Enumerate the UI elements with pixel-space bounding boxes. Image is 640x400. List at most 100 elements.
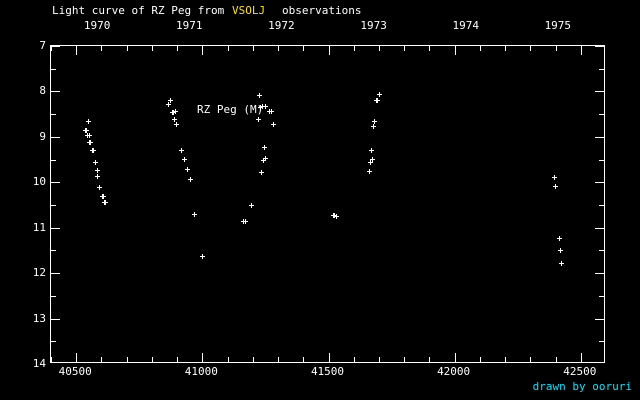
data-point (192, 212, 198, 218)
data-point (268, 108, 274, 114)
year-axis-labels: 1970 1971 1972 1973 1974 1975 (0, 20, 640, 34)
axis-tick (278, 46, 279, 51)
data-point (551, 174, 557, 180)
data-point (242, 219, 248, 225)
axis-tick (127, 46, 128, 51)
axis-tick (228, 357, 229, 362)
axis-tick (379, 357, 380, 362)
y-axis-label: 8 (39, 84, 46, 98)
axis-tick (595, 182, 604, 183)
axis-tick (429, 46, 430, 51)
year-label: 1974 (452, 19, 479, 32)
data-point (367, 160, 373, 166)
axis-tick (599, 250, 604, 251)
y-axis-labels: 7 8 9 10 11 12 13 14 (0, 40, 46, 369)
data-point (260, 103, 266, 109)
axis-tick (505, 46, 506, 51)
series-label: RZ Peg (M) (197, 103, 264, 116)
data-point (199, 253, 205, 259)
axis-tick (51, 46, 52, 51)
axis-tick (253, 357, 254, 362)
data-point (557, 247, 563, 253)
data-point (84, 127, 90, 133)
data-point (187, 177, 193, 183)
axis-tick (429, 357, 430, 362)
axis-tick (51, 182, 60, 183)
data-point (92, 159, 98, 165)
data-point (249, 203, 255, 208)
axis-tick (595, 91, 604, 92)
data-point (182, 156, 188, 162)
data-point (184, 166, 190, 172)
data-point (103, 199, 109, 205)
axis-tick (202, 46, 203, 55)
axis-tick (51, 46, 60, 47)
data-point (556, 235, 562, 241)
axis-tick (595, 319, 604, 320)
data-point (559, 261, 565, 267)
data-point (332, 212, 338, 218)
axis-tick (480, 357, 481, 362)
axis-tick (177, 46, 178, 51)
data-point (260, 158, 266, 164)
data-point (172, 109, 178, 115)
data-point (366, 169, 372, 175)
data-point (262, 145, 268, 151)
y-axis-label: 9 (39, 129, 46, 143)
y-axis-label: 7 (39, 39, 46, 52)
axis-tick (595, 137, 604, 138)
year-label: 1972 (268, 19, 295, 32)
data-point (259, 170, 265, 176)
axis-tick (530, 357, 531, 362)
axis-tick (51, 273, 60, 274)
axis-tick (101, 357, 102, 362)
axis-tick (177, 357, 178, 362)
axis-tick (455, 46, 456, 55)
axis-tick (51, 205, 56, 206)
data-point (165, 101, 171, 107)
axis-tick (505, 357, 506, 362)
axis-tick (329, 353, 330, 362)
data-point (262, 155, 268, 161)
year-label: 1971 (176, 19, 203, 32)
axis-tick (76, 46, 77, 55)
axis-tick (253, 46, 254, 51)
axis-tick (599, 341, 604, 342)
data-point (95, 173, 101, 179)
data-point (256, 116, 262, 122)
x-axis-label: 42000 (437, 365, 471, 378)
y-axis-label: 10 (32, 175, 46, 189)
data-point (370, 123, 376, 129)
chart-title-main: Light curve of RZ Peg from (52, 4, 225, 17)
data-point (553, 183, 559, 189)
data-point (333, 213, 339, 219)
axis-tick (595, 228, 604, 229)
axis-tick (101, 46, 102, 51)
axis-tick (329, 46, 330, 55)
x-axis-label: 41500 (310, 365, 345, 378)
axis-tick (354, 46, 355, 51)
axis-tick (51, 250, 56, 251)
axis-tick (599, 296, 604, 297)
axis-tick (51, 228, 60, 229)
axis-tick (51, 160, 56, 161)
data-point (271, 121, 277, 127)
data-point (172, 117, 178, 123)
data-point (370, 156, 376, 162)
data-point (171, 110, 177, 116)
axis-tick (228, 46, 229, 51)
axis-tick (379, 46, 380, 51)
x-axis-label: 42500 (563, 365, 597, 378)
data-point (101, 193, 107, 199)
chart-title-source: VSOLJ (232, 4, 266, 17)
y-axis-label: 13 (32, 311, 46, 325)
data-point (376, 92, 382, 98)
axis-tick (480, 46, 481, 51)
y-axis-label: 11 (32, 220, 46, 234)
year-label: 1973 (360, 19, 387, 32)
data-point (87, 133, 93, 139)
plot-area: RZ Peg (M) (50, 45, 605, 363)
data-point (371, 118, 377, 124)
data-point (375, 97, 381, 103)
